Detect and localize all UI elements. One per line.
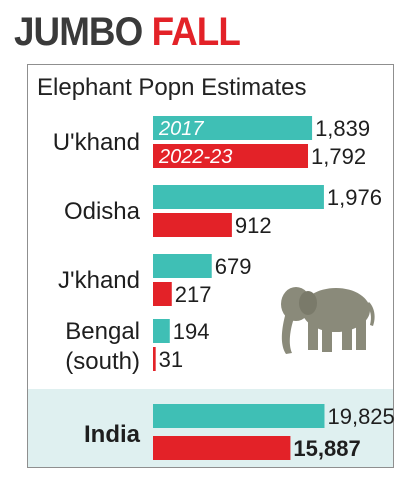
data-label-2022-23-2: 217 [175, 282, 212, 307]
elephant-part-4 [322, 322, 332, 352]
total-bar-2017 [153, 404, 325, 428]
total-label: India [84, 421, 141, 448]
data-label-2022-23-3: 31 [159, 347, 183, 372]
bar-2022-23-2 [153, 282, 172, 306]
bar-2022-23-3 [153, 347, 156, 371]
category-label-3-line2: (south) [65, 348, 140, 375]
bar-2017-3 [153, 319, 170, 343]
headline-word-1: JUMBO [14, 10, 143, 54]
headline-word-2: FALL [151, 10, 241, 54]
data-label-2017-1: 1,976 [327, 185, 382, 210]
bar-2017-1 [153, 185, 324, 209]
headline: JUMBO FALL [14, 8, 241, 56]
bar-2022-23-1 [153, 213, 232, 237]
category-label-1: Odisha [64, 198, 141, 225]
elephant-part-7 [366, 302, 375, 326]
total-bar-2022-23 [153, 436, 291, 460]
bar-2017-0 [153, 116, 313, 140]
elephant-part-3 [308, 322, 318, 350]
data-label-2022-23-1: 912 [235, 213, 272, 238]
data-label-2017-0: 1,839 [315, 116, 370, 141]
data-label-2017-3: 194 [173, 319, 210, 344]
category-label-2: J'khand [58, 267, 140, 294]
elephant-part-5 [342, 322, 352, 350]
category-label-3-line1: Bengal [65, 318, 140, 345]
bar-2022-23-0 [153, 144, 309, 168]
legend-label-2022-23: 2022-23 [158, 146, 232, 168]
category-label-0: U'khand [53, 129, 140, 156]
elephant-icon [281, 287, 375, 354]
total-data-label-2017: 19,825 [327, 404, 394, 429]
data-label-2022-23-0: 1,792 [311, 144, 366, 169]
data-label-2017-2: 679 [215, 254, 252, 279]
elephant-part-2 [281, 312, 294, 354]
elephant-part-0 [302, 288, 370, 332]
chart-title: Elephant Popn Estimates [37, 74, 307, 101]
elephant-ear [299, 291, 317, 315]
bar-2017-2 [153, 254, 212, 278]
elephant-part-6 [356, 320, 366, 350]
legend-label-2017: 2017 [158, 118, 204, 140]
total-data-label-2022-23: 15,887 [293, 436, 360, 461]
